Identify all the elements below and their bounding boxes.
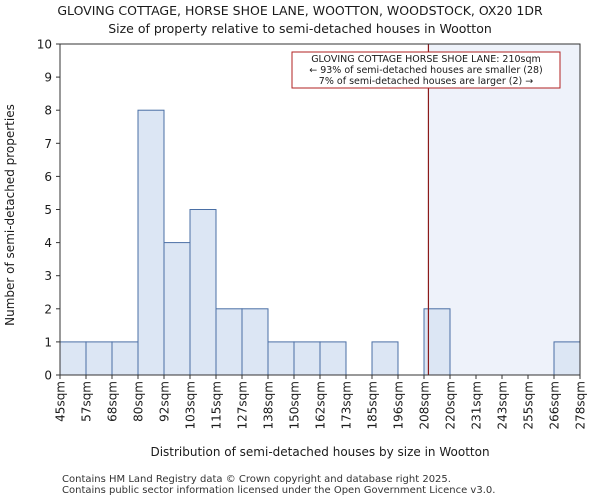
x-tick-label: 68sqm xyxy=(106,381,120,422)
bar-138sqm xyxy=(267,341,295,376)
x-tick-label: 255sqm xyxy=(522,381,536,429)
x-tick-label: 278sqm xyxy=(574,381,588,429)
y-tick-label: 5 xyxy=(44,203,52,217)
x-tick-label: 92sqm xyxy=(158,381,172,422)
annotation-border xyxy=(291,51,561,89)
y-tick-label: 8 xyxy=(44,104,52,118)
bar-103sqm xyxy=(189,209,217,376)
x-tick-label: 45sqm xyxy=(54,381,68,422)
bar-266sqm xyxy=(553,341,581,376)
x-tick-label: 138sqm xyxy=(262,381,276,429)
bar-127sqm xyxy=(241,308,269,376)
y-tick-label: 3 xyxy=(44,269,52,283)
annotation-box: GLOVING COTTAGE HORSE SHOE LANE: 210sqm … xyxy=(291,51,561,89)
annotation-line-2: ← 93% of semi-detached houses are smalle… xyxy=(309,65,543,76)
y-tick-label: 10 xyxy=(37,38,52,52)
x-tick-label: 220sqm xyxy=(444,381,458,429)
y-tick-label: 4 xyxy=(44,236,52,250)
y-axis-label: Number of semi-detached properties xyxy=(3,104,17,326)
x-tick-label: 185sqm xyxy=(366,381,380,429)
x-tick-label: 266sqm xyxy=(548,381,562,429)
bar-115sqm xyxy=(215,308,243,376)
chart-title: GLOVING COTTAGE, HORSE SHOE LANE, WOOTTO… xyxy=(0,2,600,38)
bar-68sqm xyxy=(111,341,139,376)
bar-92sqm xyxy=(163,242,191,376)
x-axis-ticks: 45sqm 57sqm 68sqm 80sqm 92sqm 103sqm 115sqm 127… xyxy=(54,375,588,429)
x-tick-label: 162sqm xyxy=(314,381,328,429)
bar-185sqm xyxy=(371,341,399,376)
annotation-line-1: GLOVING COTTAGE HORSE SHOE LANE: 210sqm xyxy=(311,54,541,65)
footer-line-2: Contains public sector information licen… xyxy=(62,485,496,496)
title-line-2: Size of property relative to semi-detach… xyxy=(108,21,492,36)
x-tick-label: 243sqm xyxy=(496,381,510,429)
x-tick-label: 115sqm xyxy=(210,381,224,429)
bar-57sqm xyxy=(85,341,113,376)
y-tick-label: 9 xyxy=(44,71,52,85)
x-tick-label: 150sqm xyxy=(288,381,302,429)
y-axis-ticks: 0 1 2 3 4 5 6 7 8 9 10 xyxy=(37,38,60,383)
bars xyxy=(59,109,581,376)
x-tick-label: 196sqm xyxy=(392,381,406,429)
x-tick-label: 103sqm xyxy=(184,381,198,429)
bar-150sqm xyxy=(293,341,321,376)
y-tick-label: 2 xyxy=(44,302,52,316)
x-tick-label: 57sqm xyxy=(80,381,94,422)
x-tick-label: 80sqm xyxy=(132,381,146,422)
x-tick-label: 208sqm xyxy=(418,381,432,429)
bar-45sqm xyxy=(59,341,87,376)
bar-162sqm xyxy=(319,341,347,376)
x-tick-label: 231sqm xyxy=(470,381,484,429)
y-tick-label: 6 xyxy=(44,170,52,184)
title-line-1: GLOVING COTTAGE, HORSE SHOE LANE, WOOTTO… xyxy=(57,3,543,18)
y-tick-label: 0 xyxy=(44,369,52,383)
x-tick-label: 173sqm xyxy=(340,381,354,429)
x-axis-label: Distribution of semi-detached houses by … xyxy=(150,445,489,459)
larger-houses-highlight xyxy=(428,44,580,375)
annotation-line-3: 7% of semi-detached houses are larger (2… xyxy=(319,76,533,87)
y-tick-label: 7 xyxy=(44,137,52,151)
footer-line-1: Contains HM Land Registry data © Crown c… xyxy=(62,474,451,485)
bar-80sqm xyxy=(137,109,165,376)
x-tick-label: 127sqm xyxy=(236,381,250,429)
y-tick-label: 1 xyxy=(44,335,52,349)
